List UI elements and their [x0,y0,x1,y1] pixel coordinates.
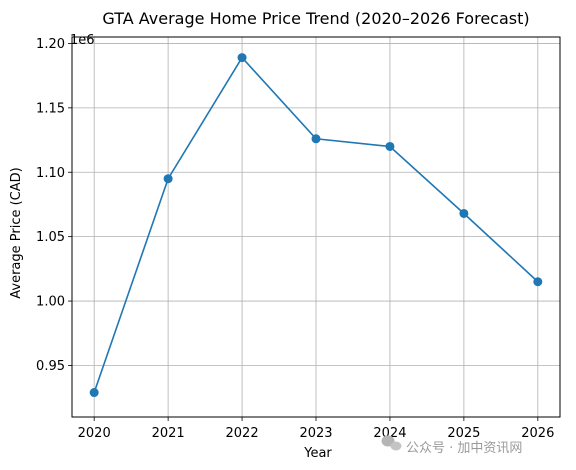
series-layer [89,53,543,398]
y-tick-label: 1.10 [36,166,65,181]
x-tick-label: 2022 [226,426,259,441]
data-point [89,388,99,398]
data-point [533,277,543,287]
y-axis-offset-text: 1e6 [70,33,95,48]
data-point [163,174,173,184]
x-tick-label: 2020 [78,426,111,441]
data-point [385,141,395,151]
y-axis-label: Average Price (CAD) [9,167,24,299]
x-tick-label: 2026 [521,426,554,441]
y-tick-label: 1.00 [36,295,65,310]
grid-lines [72,37,560,417]
y-tick-label: 1.20 [36,37,65,52]
watermark: 公众号 · 加中资讯网 [381,435,522,456]
data-point [311,134,321,144]
wechat-icon [381,435,402,451]
watermark-text: 公众号 · 加中资讯网 [406,441,522,456]
x-tick-label: 2025 [447,426,480,441]
y-tick-label: 1.15 [36,101,65,116]
data-point [237,53,247,63]
y-tick-label: 1.05 [36,230,65,245]
data-point [459,208,469,218]
chart-title: GTA Average Home Price Trend (2020–2026 … [102,9,529,28]
y-tick-label: 0.95 [36,359,65,374]
x-axis-label: Year [303,446,332,461]
x-axis-ticks: 2020 2021 2022 2023 2024 2025 2026 [78,417,554,441]
x-tick-label: 2021 [152,426,185,441]
y-axis-ticks: 0.95 1.00 1.05 1.10 1.15 1.20 [36,37,72,374]
x-tick-label: 2023 [299,426,332,441]
x-tick-label: 2024 [373,426,406,441]
